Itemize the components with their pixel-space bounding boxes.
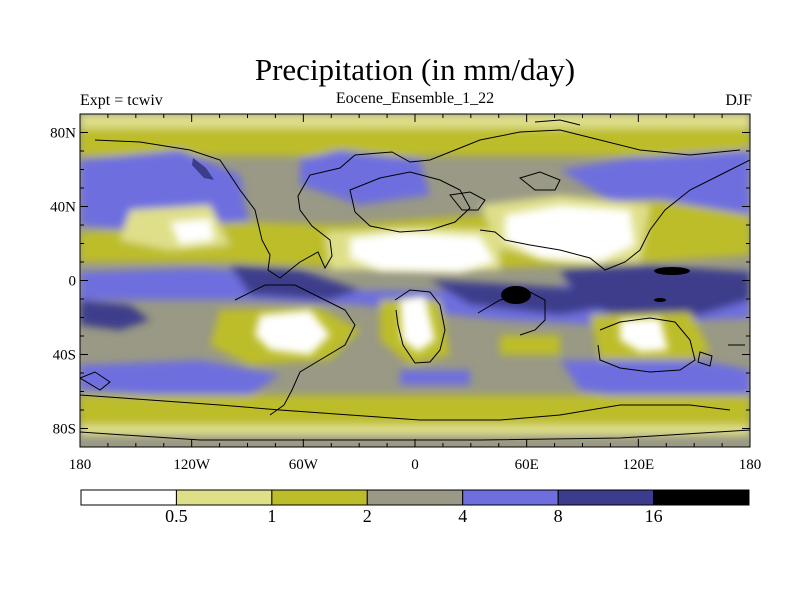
axis-tick-labels: 180 120W 60W 0 60E 120E 180 80N 40N 0 40S 80S	[50, 126, 761, 474]
colorbar-label: 4	[458, 506, 467, 526]
y-tick-label: 0	[69, 274, 77, 290]
colorbar-swatch	[175, 489, 273, 506]
y-tick-label: 80S	[53, 422, 76, 438]
x-tick-label: 120W	[173, 457, 211, 473]
colorbar-swatch	[271, 489, 368, 506]
colorbar-label: 8	[554, 506, 563, 526]
colorbar: 0.5 1 2 4 8 16	[80, 489, 750, 526]
colorbar-swatch	[653, 489, 750, 506]
x-tick-label: 60W	[289, 457, 319, 473]
y-tick-label: 40N	[50, 200, 76, 216]
ensemble-label: Eocene_Ensemble_1_22	[335, 90, 495, 107]
x-tick-label: 0	[411, 457, 419, 473]
coastlines	[80, 119, 750, 441]
axis-ticks	[79, 113, 751, 448]
season-label: DJF	[725, 92, 752, 109]
x-tick-label: 180	[739, 457, 762, 473]
colorbar-label: 1	[267, 506, 276, 526]
precipitation-field	[80, 114, 750, 447]
x-tick-label: 60E	[515, 457, 539, 473]
x-tick-label: 180	[69, 457, 92, 473]
experiment-label: Expt = tcwiv	[80, 92, 163, 109]
colorbar-label: 16	[645, 506, 663, 526]
colorbar-swatch	[366, 489, 464, 506]
y-tick-label: 80N	[50, 126, 76, 142]
colorbar-swatch	[80, 489, 177, 506]
y-tick-label: 40S	[53, 348, 76, 364]
colorbar-label: 2	[363, 506, 372, 526]
x-tick-label: 120E	[622, 457, 654, 473]
map-title: Precipitation (in mm/day)	[254, 52, 576, 87]
colorbar-swatch	[462, 489, 559, 506]
colorbar-swatch	[557, 489, 655, 506]
colorbar-label: 0.5	[165, 506, 188, 526]
